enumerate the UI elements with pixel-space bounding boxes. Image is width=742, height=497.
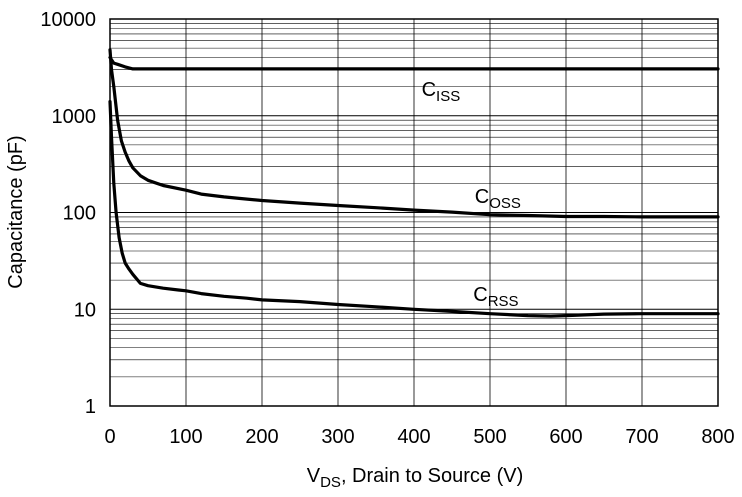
series-line-c-rss (108, 99, 720, 318)
series-label-c-iss: CISS (422, 79, 461, 105)
grid-lines (109, 19, 719, 407)
x-axis-label-rest: , Drain to Source (V) (341, 465, 523, 487)
x-tick-label: 500 (473, 426, 506, 448)
series-lines (108, 48, 720, 318)
y-tick-label: 10000 (40, 9, 96, 31)
series-line-c-oss (108, 48, 720, 219)
x-tick-label: 600 (549, 426, 582, 448)
series-label-c-rss: CRSS (473, 284, 518, 310)
y-tick-label: 1000 (52, 106, 97, 128)
x-tick-label: 0 (104, 426, 115, 448)
series-label-c-oss: COSS (475, 186, 521, 212)
x-tick-label: 200 (245, 426, 278, 448)
x-tick-label: 700 (625, 426, 658, 448)
x-axis-label-main: V (307, 465, 321, 487)
y-tick-label: 1 (85, 396, 96, 418)
y-tick-label: 10 (74, 299, 96, 321)
x-tick-label: 800 (701, 426, 734, 448)
y-axis-label: Capacitance (pF) (5, 135, 27, 288)
x-axis-label: VDS, Drain to Source (V) (307, 465, 523, 491)
x-tick-label: 100 (169, 426, 202, 448)
x-tick-label: 300 (321, 426, 354, 448)
x-tick-label: 400 (397, 426, 430, 448)
x-axis-label-sub: DS (320, 474, 341, 491)
tick-labels: 0 100 200 300 400 500 600 700 800 1 10 100 1000 10000 (40, 9, 734, 448)
series-line-c-iss (108, 55, 720, 71)
series-labels: CISS COSS CRSS (422, 79, 521, 310)
plot-frame (109, 18, 719, 407)
y-tick-label: 100 (63, 203, 96, 225)
